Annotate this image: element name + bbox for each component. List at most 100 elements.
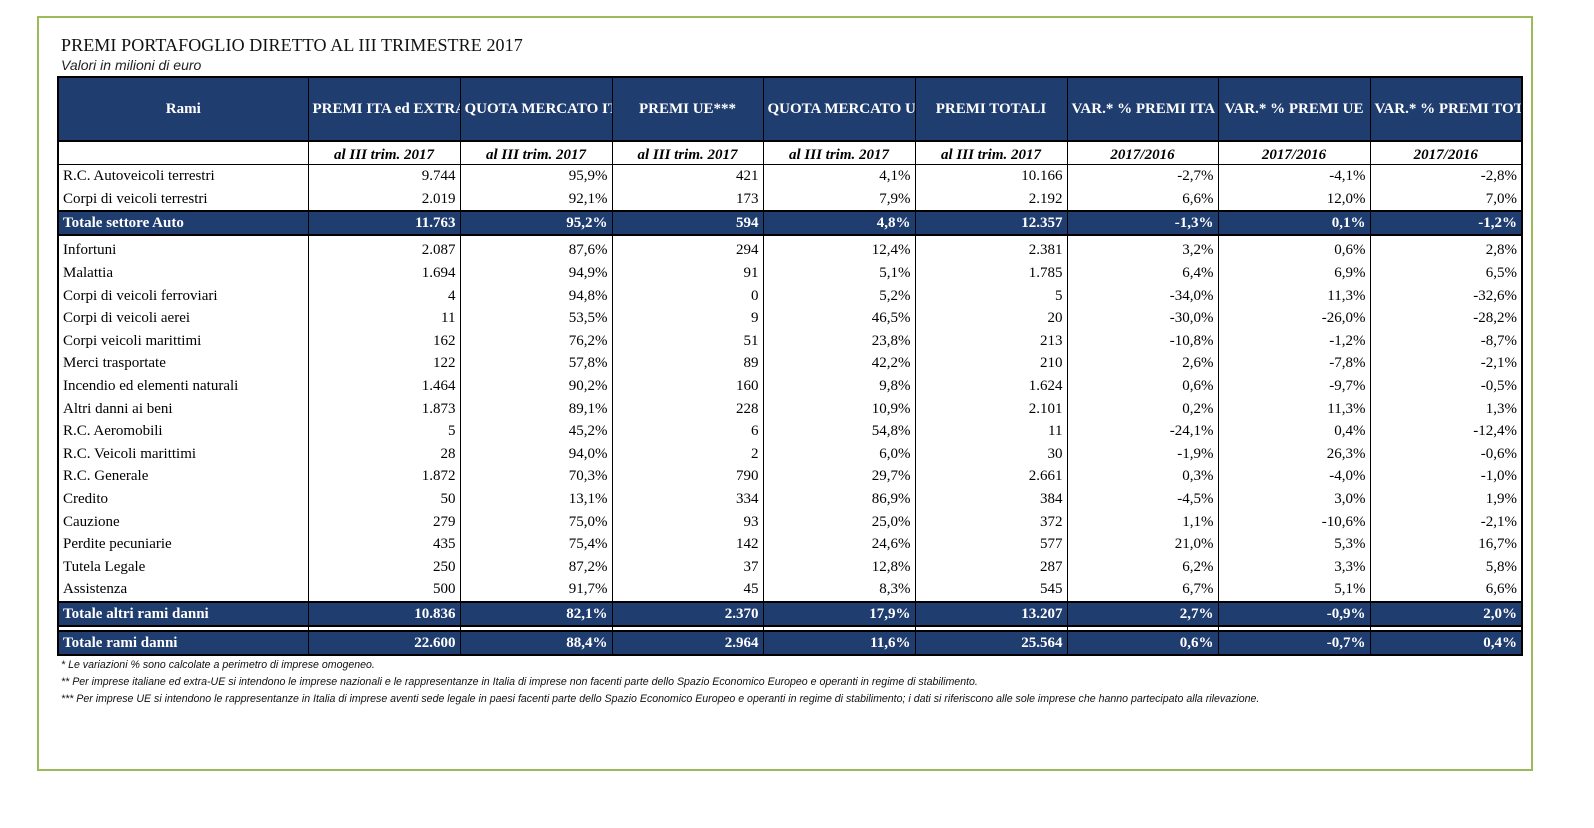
table-row: R.C. Generale 1.872 70,3% 790 29,7% 2.661 0,3%… [57,465,1523,488]
table-cell: 4,8% [762,210,916,237]
table-cell: 88,4% [459,629,613,656]
table-cell: 2.370 [611,600,764,627]
page-subtitle: Valori in milioni di euro [61,57,202,73]
table-cell: 500 [307,578,461,602]
table-cell: 6,7% [1066,578,1219,602]
table-cell: 6,5% [1369,261,1523,285]
table-cell: -7,8% [1217,352,1371,375]
row-label: Totale altri rami danni [57,600,309,627]
row-label: Totale settore Auto [57,210,309,237]
table-cell: 7,0% [1369,187,1523,212]
row-label: R.C. Veicoli marittimi [57,442,309,466]
table-cell: -30,0% [1066,306,1219,330]
table-cell: -1,2% [1369,210,1523,237]
table-cell: 1.873 [307,397,461,420]
subheader-cell: 2017/2016 [1369,140,1523,165]
table-cell: -26,0% [1217,306,1371,330]
row-label: R.C. Autoveicoli terrestri [57,164,309,188]
table-cell: 11,3% [1217,284,1371,307]
table-cell: 0 [611,284,764,307]
header-cell: PREMI TOTALI [914,77,1068,141]
table-cell: 76,2% [459,329,613,353]
table-cell: -12,4% [1369,419,1523,443]
header-cell: VAR.* % PREMI UE [1217,77,1371,141]
table-cell: -4,5% [1066,487,1219,511]
table-row: Malattia 1.694 94,9% 91 5,1% 1.785 6,4% 6,9% 6,5… [57,261,1523,285]
table-cell: -0,9% [1217,600,1371,627]
table-cell: -1,2% [1217,329,1371,353]
table-cell: 5 [307,419,461,443]
table-cell: 7,9% [762,187,916,212]
row-label: R.C. Aeromobili [57,419,309,443]
table-cell: 250 [307,555,461,579]
spacer-cell [1369,625,1523,631]
table-cell: 13.207 [914,600,1068,627]
table-cell: 12.357 [914,210,1068,237]
table-cell: 2,7% [1066,600,1219,627]
table-cell: 2,6% [1066,352,1219,375]
table-cell: -4,1% [1217,164,1371,188]
table-cell: 91 [611,261,764,285]
table-cell: 0,6% [1066,629,1219,656]
table-cell: 86,9% [762,487,916,511]
table-body: R.C. Autoveicoli terrestri 9.744 95,9% 421 4… [57,164,1523,656]
table-cell: 1,1% [1066,510,1219,533]
table-cell: 89,1% [459,397,613,420]
spacer-row [57,625,1523,631]
table-cell: 94,9% [459,261,613,285]
table-cell: 6,6% [1369,578,1523,602]
table-cell: 16,7% [1369,532,1523,556]
table-cell: 57,8% [459,352,613,375]
table-cell: 3,0% [1217,487,1371,511]
table-cell: 9,8% [762,374,916,398]
table-cell: -2,1% [1369,510,1523,533]
table-cell: 17,9% [762,600,916,627]
table-cell: 45 [611,578,764,602]
table-cell: -28,2% [1369,306,1523,330]
header-cell: VAR.* % PREMI ITA ed EXTRA UE [1066,77,1219,141]
table-cell: 6,4% [1066,261,1219,285]
table-cell: 0,2% [1066,397,1219,420]
table-cell: 142 [611,532,764,556]
table-cell: 6,2% [1066,555,1219,579]
table-cell: 2,0% [1369,600,1523,627]
table-cell: 2.661 [914,465,1068,488]
table-cell: 94,0% [459,442,613,466]
table-cell: 287 [914,555,1068,579]
table-row: Cauzione 279 75,0% 93 25,0% 372 1,1% -10,6% -2,1… [57,510,1523,533]
table-cell: 6,6% [1066,187,1219,212]
table-row: Perdite pecuniarie 435 75,4% 142 24,6% 577 21,… [57,532,1523,556]
table-cell: 122 [307,352,461,375]
header-row: Rami PREMI ITA ed EXTRA UE** QUOTA MERCA… [57,77,1523,141]
table-cell: 5,1% [762,261,916,285]
table-cell: 421 [611,164,764,188]
row-label: Credito [57,487,309,511]
table-cell: 89 [611,352,764,375]
table-row: Corpi di veicoli aerei 11 53,5% 9 46,5% 20 -30… [57,306,1523,330]
table-cell: 160 [611,374,764,398]
table-cell: 4,1% [762,164,916,188]
header-cell: QUOTA MERCATO ITA ed EXTRA UE [459,77,613,141]
table-cell: 2.019 [307,187,461,212]
table-cell: 12,0% [1217,187,1371,212]
table-cell: 54,8% [762,419,916,443]
table-cell: 2.087 [307,239,461,262]
subheader-cell: al III trim. 2017 [459,140,613,165]
table-cell: 50 [307,487,461,511]
subheader-cell: 2017/2016 [1066,140,1219,165]
table-cell: 94,8% [459,284,613,307]
table-cell: 29,7% [762,465,916,488]
table-row: Tutela Legale 250 87,2% 37 12,8% 287 6,2% 3,3% 5… [57,555,1523,579]
table-cell: 4 [307,284,461,307]
spacer-row [57,235,1523,240]
table-cell: 0,3% [1066,465,1219,488]
table-row: Altri danni ai beni 1.873 89,1% 228 10,9% 2.1… [57,397,1523,420]
table-cell: 2 [611,442,764,466]
table-cell: 90,2% [459,374,613,398]
table-cell: 384 [914,487,1068,511]
row-label: Altri danni ai beni [57,397,309,420]
row-label: Corpi di veicoli terrestri [57,187,309,212]
table-cell: 2.192 [914,187,1068,212]
table-cell: 11,3% [1217,397,1371,420]
table-cell: 10.836 [307,600,461,627]
